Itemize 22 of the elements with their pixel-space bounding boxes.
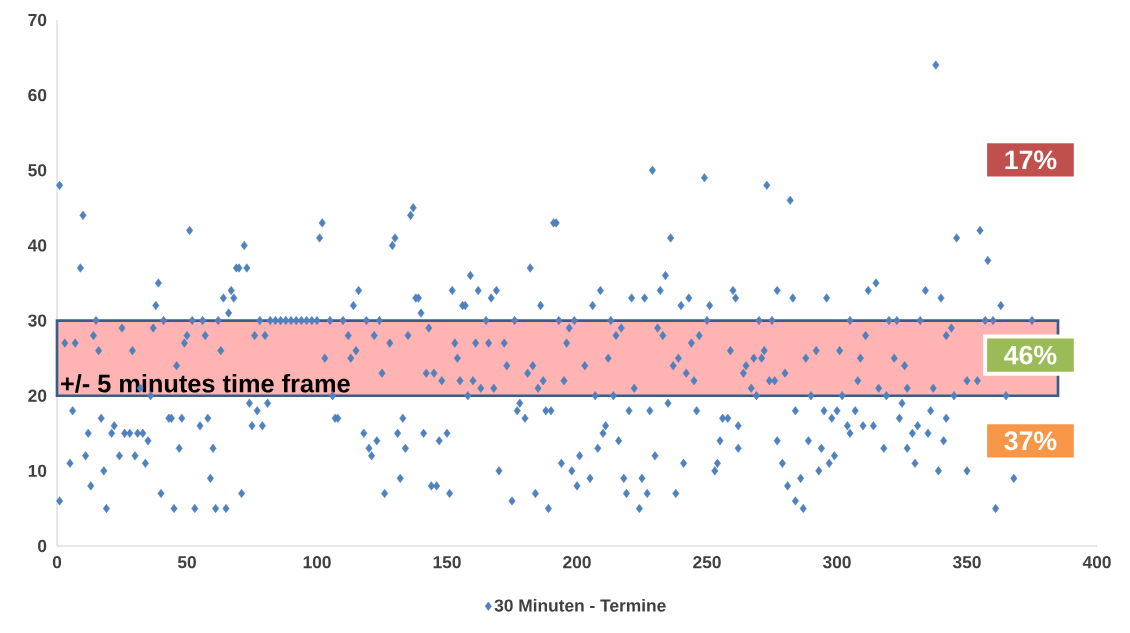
x-tick-label: 200: [563, 556, 591, 569]
legend-label: 30 Minuten - Termine: [494, 598, 666, 612]
band-label: +/- 5 minutes time frame: [61, 373, 350, 393]
x-tick-label: 250: [693, 556, 721, 569]
annotation: 37%: [1004, 431, 1057, 451]
y-tick-label: 0: [38, 539, 47, 553]
y-tick-label: 40: [27, 239, 47, 252]
x-tick-label: 350: [952, 556, 981, 569]
x-tick-label: 300: [822, 556, 851, 569]
x-tick-label: 100: [303, 556, 331, 569]
y-tick-label: 60: [28, 89, 47, 102]
y-tick-label: 10: [28, 464, 47, 477]
y-tick-label: 50: [28, 164, 47, 177]
annotation: 46%: [1004, 345, 1057, 365]
x-tick-label: 0: [52, 556, 62, 569]
y-tick-label: 30: [28, 314, 47, 327]
x-tick-label: 50: [177, 556, 196, 569]
y-tick-label: 70: [28, 13, 47, 27]
x-tick-label: 400: [1082, 556, 1111, 569]
y-tick-label: 20: [28, 389, 47, 402]
x-tick-label: 150: [433, 556, 461, 569]
annotation: 17%: [1005, 150, 1057, 170]
